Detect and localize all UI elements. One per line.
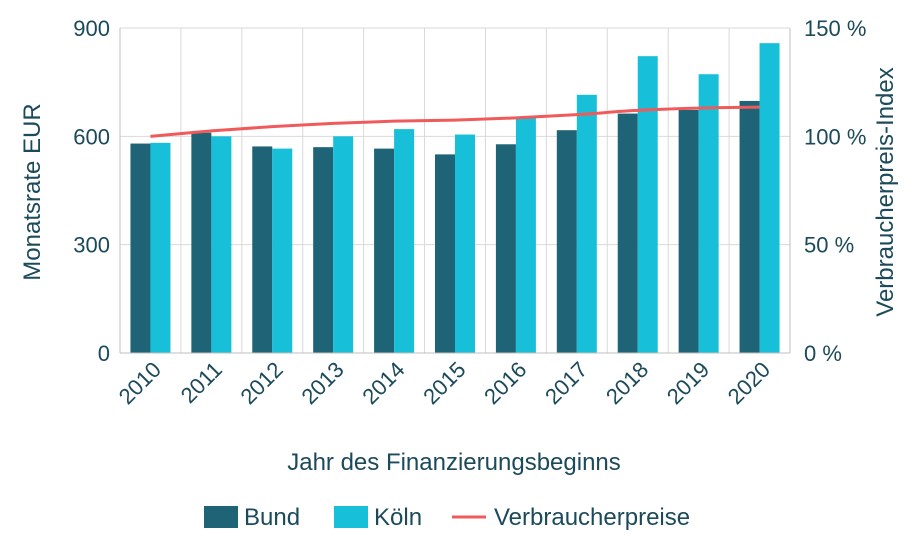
x-tick-label: 2020	[723, 357, 775, 409]
bar-kln-2020	[759, 43, 780, 354]
bar-kln-2013	[333, 136, 354, 353]
bar-bund-2018	[617, 113, 638, 353]
bar-bund-2016	[495, 144, 516, 353]
x-tick-label: 2011	[176, 357, 227, 408]
bar-bund-2017	[556, 130, 577, 353]
bar-kln-2010	[150, 142, 171, 353]
bar-kln-2011	[211, 136, 232, 353]
legend-label-verbraucherpreise: Verbraucherpreise	[494, 504, 690, 531]
line-verbraucherpreise	[150, 105, 760, 138]
x-tick-label: 2018	[601, 357, 653, 409]
bar-kln-2012	[272, 148, 293, 353]
bar-layer	[130, 43, 780, 354]
legend-label-koeln: Köln	[374, 504, 422, 531]
y-axis-title: Monatsrate EUR	[19, 103, 46, 280]
bar-kln-2015	[455, 134, 475, 353]
y-tick-label: 0	[98, 341, 110, 366]
x-tick-label: 2013	[296, 357, 348, 409]
y-tick-label: 900	[73, 16, 110, 41]
legend-swatch-koeln	[334, 506, 368, 528]
bar-kln-2016	[515, 116, 536, 353]
y2-tick-label: 0 %	[804, 341, 842, 366]
legend-swatch-bund	[204, 506, 238, 528]
legend: Bund Köln Verbraucherpreise	[204, 504, 690, 531]
bar-bund-2013	[313, 147, 334, 353]
x-tick-label: 2017	[540, 357, 592, 409]
x-tick-label: 2010	[114, 357, 166, 409]
y-tick-label: 600	[73, 124, 110, 149]
x-tick-label: 2014	[357, 357, 409, 409]
y2-axis-title: Verbraucherpreis-Index	[872, 67, 899, 316]
y2-tick-label: 100 %	[804, 124, 866, 149]
x-tick-label: 2012	[236, 357, 288, 409]
legend-label-bund: Bund	[244, 504, 300, 531]
x-axis-title: Jahr des Finanzierungsbeginns	[287, 449, 621, 476]
x-tick-label: 2019	[662, 357, 714, 409]
bar-kln-2019	[698, 74, 719, 353]
bar-bund-2014	[374, 148, 395, 353]
bar-kln-2018	[637, 56, 658, 354]
bar-bund-2012	[252, 146, 273, 353]
bar-kln-2017	[576, 94, 597, 354]
bar-bund-2019	[678, 109, 699, 353]
grid-layer	[119, 27, 791, 354]
y2-tick-label: 50 %	[804, 233, 854, 258]
bar-bund-2011	[191, 132, 212, 353]
bar-bund-2010	[130, 143, 151, 353]
line-layer	[150, 105, 760, 138]
x-tick-label: 2016	[479, 357, 531, 409]
x-tick-label: 2015	[418, 357, 470, 409]
bar-bund-2020	[739, 100, 760, 353]
bar-kln-2014	[394, 129, 415, 353]
y2-tick-label: 150 %	[804, 16, 866, 41]
y-tick-label: 300	[73, 233, 110, 258]
bar-bund-2015	[435, 154, 455, 353]
